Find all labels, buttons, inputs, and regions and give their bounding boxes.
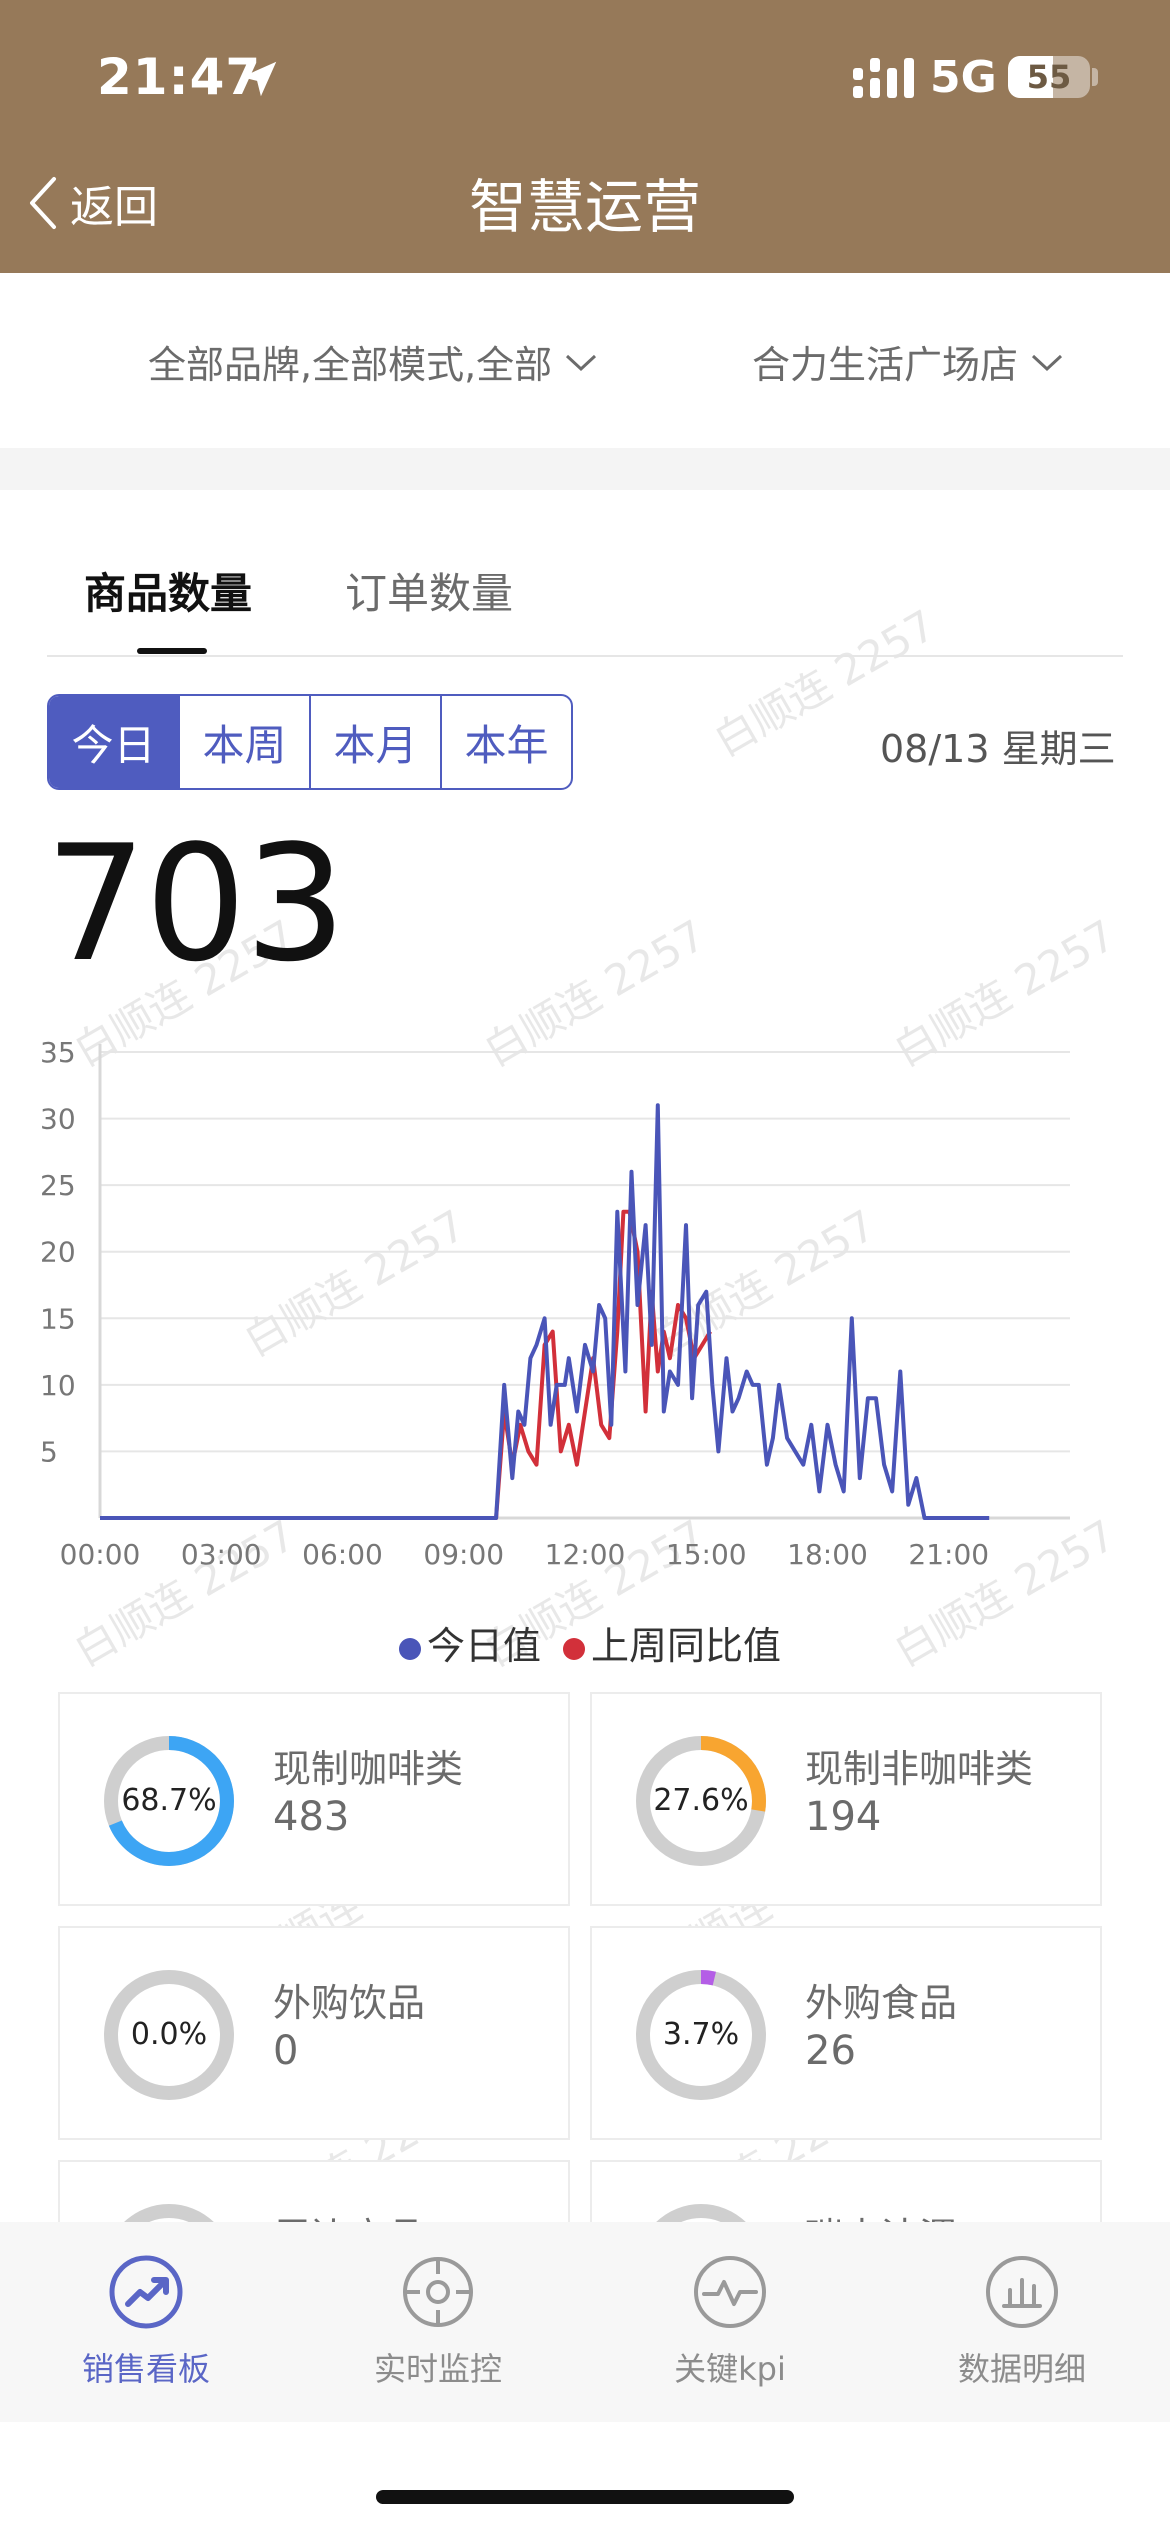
- category-value: 483: [273, 1794, 350, 1840]
- page-title: 智慧运营: [468, 173, 701, 241]
- category-percent: 27.6%: [653, 1783, 749, 1818]
- category-name: 外购饮品: [273, 1981, 426, 2025]
- pulse-icon: [694, 2256, 766, 2328]
- legend-dot-last-week: [563, 1637, 586, 1660]
- chart-legend: 今日值 上周同比值: [0, 1615, 1170, 1670]
- y-tick-label: 10: [40, 1369, 76, 1402]
- tab-order-count[interactable]: 订单数量: [345, 569, 514, 618]
- network-type: 5G: [930, 52, 997, 103]
- category-value: 26: [805, 2028, 856, 2074]
- back-label: 返回: [70, 182, 158, 233]
- nav-key-kpi[interactable]: 关键kpi: [630, 2252, 830, 2390]
- category-percent: 68.7%: [121, 1783, 217, 1818]
- section-divider: [0, 448, 1170, 490]
- app-header: 21:47 5G 55 返回 智慧运营: [0, 0, 1170, 273]
- period-today[interactable]: 今日: [49, 696, 178, 788]
- store-filter-dropdown[interactable]: 合力生活广场店: [752, 334, 1064, 389]
- legend-label-last-week: 上周同比值: [591, 1624, 782, 1668]
- nav-data-detail[interactable]: 数据明细: [922, 2252, 1122, 2390]
- category-card[interactable]: 27.6% 现制非咖啡类 194: [590, 1692, 1102, 1906]
- y-tick-label: 15: [40, 1302, 76, 1335]
- bar-chart-icon: [986, 2256, 1058, 2328]
- trend-up-icon: [109, 2255, 183, 2329]
- brand-filter-dropdown[interactable]: 全部品牌,全部模式,全部: [148, 334, 598, 389]
- nav-realtime-monitor[interactable]: 实时监控: [338, 2252, 538, 2390]
- target-icon: [403, 2257, 473, 2327]
- donut-progress-icon: [104, 1970, 234, 2100]
- donut-progress-icon: [636, 1736, 766, 1866]
- category-value: 194: [805, 1794, 882, 1840]
- y-tick-label: 35: [40, 1036, 76, 1069]
- signal-icon: [853, 58, 914, 98]
- category-value: 0: [273, 2028, 299, 2074]
- series-line-today: [100, 1103, 990, 1520]
- category-card[interactable]: 0.0% 外购饮品 0: [58, 1926, 570, 2140]
- x-tick-label: 03:00: [181, 1538, 262, 1571]
- donut-progress-icon: [636, 1970, 766, 2100]
- nav-label: 关键kpi: [674, 2350, 786, 2388]
- sales-line-chart: 5 10 15 20 25 30 35 00:00 03:00 06:00 09:00 12:00 15…: [40, 1036, 1070, 1571]
- battery-icon: 55: [1008, 56, 1090, 98]
- x-tick-label: 06:00: [302, 1538, 383, 1571]
- period-year[interactable]: 本年: [440, 696, 571, 788]
- period-week[interactable]: 本周: [178, 696, 309, 788]
- category-percent: 3.7%: [662, 2017, 740, 2052]
- category-card[interactable]: 3.7% 外购食品 26: [590, 1926, 1102, 2140]
- legend-label-today: 今日值: [426, 1624, 541, 1668]
- chevron-down-icon: [566, 354, 597, 371]
- category-card[interactable]: 68.7% 现制咖啡类 483: [58, 1692, 570, 1906]
- date-label: 08/13 星期三: [880, 727, 1116, 771]
- battery-fill: [1008, 56, 1054, 98]
- battery-tip: [1092, 68, 1098, 86]
- chevron-down-icon: [1031, 354, 1063, 371]
- home-indicator: [376, 2490, 794, 2504]
- store-filter-label: 合力生活广场店: [752, 343, 1019, 387]
- nav-label: 实时监控: [373, 2350, 502, 2388]
- status-time: 21:47: [97, 48, 262, 106]
- x-tick-label: 12:00: [545, 1538, 626, 1571]
- bottom-tab-bar: 销售看板 实时监控 关键kpi 数据明细: [0, 2222, 1170, 2422]
- tab-divider: [47, 655, 1123, 657]
- legend-dot-today: [398, 1637, 421, 1660]
- y-tick-label: 5: [40, 1435, 58, 1468]
- total-count: 703: [45, 810, 346, 997]
- donut-progress-icon: [104, 1736, 234, 1866]
- tab-active-indicator: [137, 648, 207, 654]
- category-name: 外购食品: [805, 1981, 958, 2025]
- location-arrow-icon: [241, 61, 277, 97]
- back-button[interactable]: 返回: [26, 168, 158, 238]
- brand-filter-label: 全部品牌,全部模式,全部: [148, 343, 553, 387]
- category-name: 现制非咖啡类: [805, 1747, 1034, 1791]
- x-tick-label: 21:00: [908, 1538, 989, 1571]
- period-selector: 今日 本周 本月 本年: [47, 694, 573, 790]
- y-tick-label: 25: [40, 1169, 76, 1202]
- battery-level: 55: [1026, 58, 1072, 96]
- nav-sales-dashboard[interactable]: 销售看板: [46, 2252, 246, 2390]
- chevron-left-icon: [30, 177, 56, 229]
- x-tick-label: 09:00: [423, 1538, 504, 1571]
- x-tick-label: 18:00: [787, 1538, 868, 1571]
- category-name: 现制咖啡类: [273, 1747, 464, 1791]
- x-tick-label: 00:00: [60, 1538, 141, 1571]
- x-tick-label: 15:00: [666, 1538, 747, 1571]
- nav-label: 数据明细: [957, 2350, 1086, 2388]
- nav-label: 销售看板: [81, 2350, 210, 2388]
- category-percent: 0.0%: [130, 2017, 208, 2052]
- tab-product-count[interactable]: 商品数量: [84, 569, 253, 618]
- y-tick-label: 20: [40, 1236, 76, 1269]
- period-month[interactable]: 本月: [309, 696, 440, 788]
- y-tick-label: 30: [40, 1103, 76, 1136]
- series-line-last-week: [100, 1209, 713, 1520]
